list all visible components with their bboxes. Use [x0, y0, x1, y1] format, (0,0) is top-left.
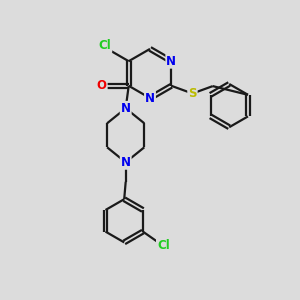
Text: Cl: Cl	[157, 238, 170, 252]
Text: O: O	[97, 79, 107, 92]
Text: N: N	[166, 55, 176, 68]
Text: S: S	[188, 87, 197, 100]
Text: N: N	[121, 156, 131, 169]
Text: N: N	[145, 92, 155, 105]
Text: Cl: Cl	[98, 39, 111, 52]
Text: N: N	[121, 102, 131, 115]
